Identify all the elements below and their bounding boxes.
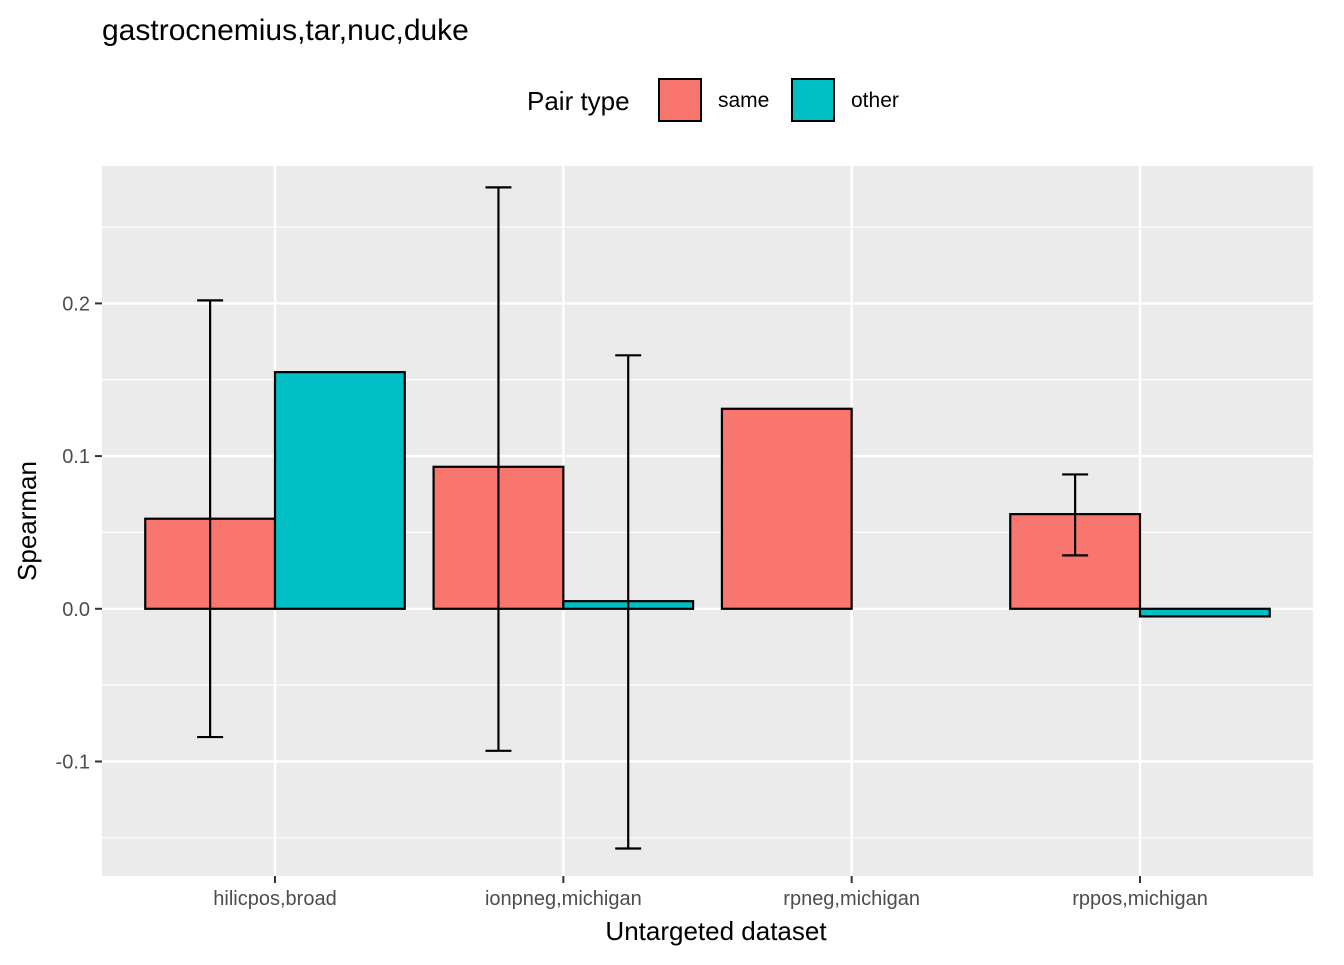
x-tick-label: rppos,michigan bbox=[1072, 888, 1208, 910]
legend-swatch-same bbox=[658, 78, 702, 122]
legend-label-same: same bbox=[718, 89, 769, 112]
legend-title: Pair type bbox=[527, 86, 630, 116]
x-tick-label: hilicpos,broad bbox=[213, 888, 336, 910]
bar-same bbox=[720, 407, 853, 610]
chart-title: gastrocnemius,tar,nuc,duke bbox=[102, 14, 469, 47]
legend-label-other: other bbox=[851, 89, 899, 112]
y-tick-label: -0.1 bbox=[56, 751, 90, 773]
legend-swatch-other bbox=[791, 78, 835, 122]
x-tick-label: rpneg,michigan bbox=[783, 888, 920, 910]
y-axis-title: Spearman bbox=[12, 461, 42, 581]
y-tick-label: 0.0 bbox=[62, 599, 90, 621]
y-axis: -0.1 0.0 0.1 0.2 bbox=[56, 293, 102, 773]
y-tick-label: 0.1 bbox=[62, 446, 90, 468]
x-axis: hilicpos,broad ionpneg,michigan rpneg,mich… bbox=[213, 876, 1208, 910]
y-tick-label: 0.2 bbox=[62, 293, 90, 315]
error-bars bbox=[197, 186, 1089, 850]
legend: Pair type same other bbox=[527, 78, 899, 122]
bar-other bbox=[273, 371, 406, 610]
bar-other bbox=[1138, 607, 1271, 618]
x-tick-label: ionpneg,michigan bbox=[485, 888, 642, 910]
x-axis-title: Untargeted dataset bbox=[605, 916, 827, 946]
